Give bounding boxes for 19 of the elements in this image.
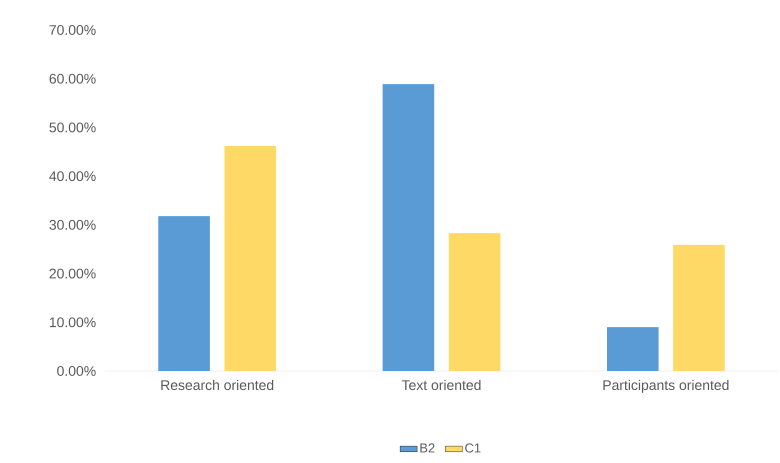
bar <box>673 244 725 371</box>
y-tick-label: 30.00% <box>49 220 96 230</box>
legend-label: C1 <box>465 443 480 453</box>
bar <box>158 216 210 371</box>
x-tick-label: Text oriented <box>402 380 481 390</box>
y-tick-label: 50.00% <box>49 122 96 132</box>
y-tick-label: 70.00% <box>50 25 96 35</box>
y-tick-label: 60.00% <box>50 74 96 84</box>
x-tick-label: Participants oriented <box>603 380 728 393</box>
y-tick-label: 10.00% <box>50 317 96 328</box>
legend-label: B2 <box>420 443 435 452</box>
x-tick-label: Research oriented <box>161 380 274 390</box>
bar <box>382 84 434 371</box>
bar <box>224 146 276 371</box>
bar <box>448 233 500 371</box>
y-tick-label: 40.00% <box>49 171 96 182</box>
y-tick-label: 20.00% <box>50 268 96 279</box>
y-tick-label: 0.00% <box>57 366 96 376</box>
bar <box>606 327 659 371</box>
